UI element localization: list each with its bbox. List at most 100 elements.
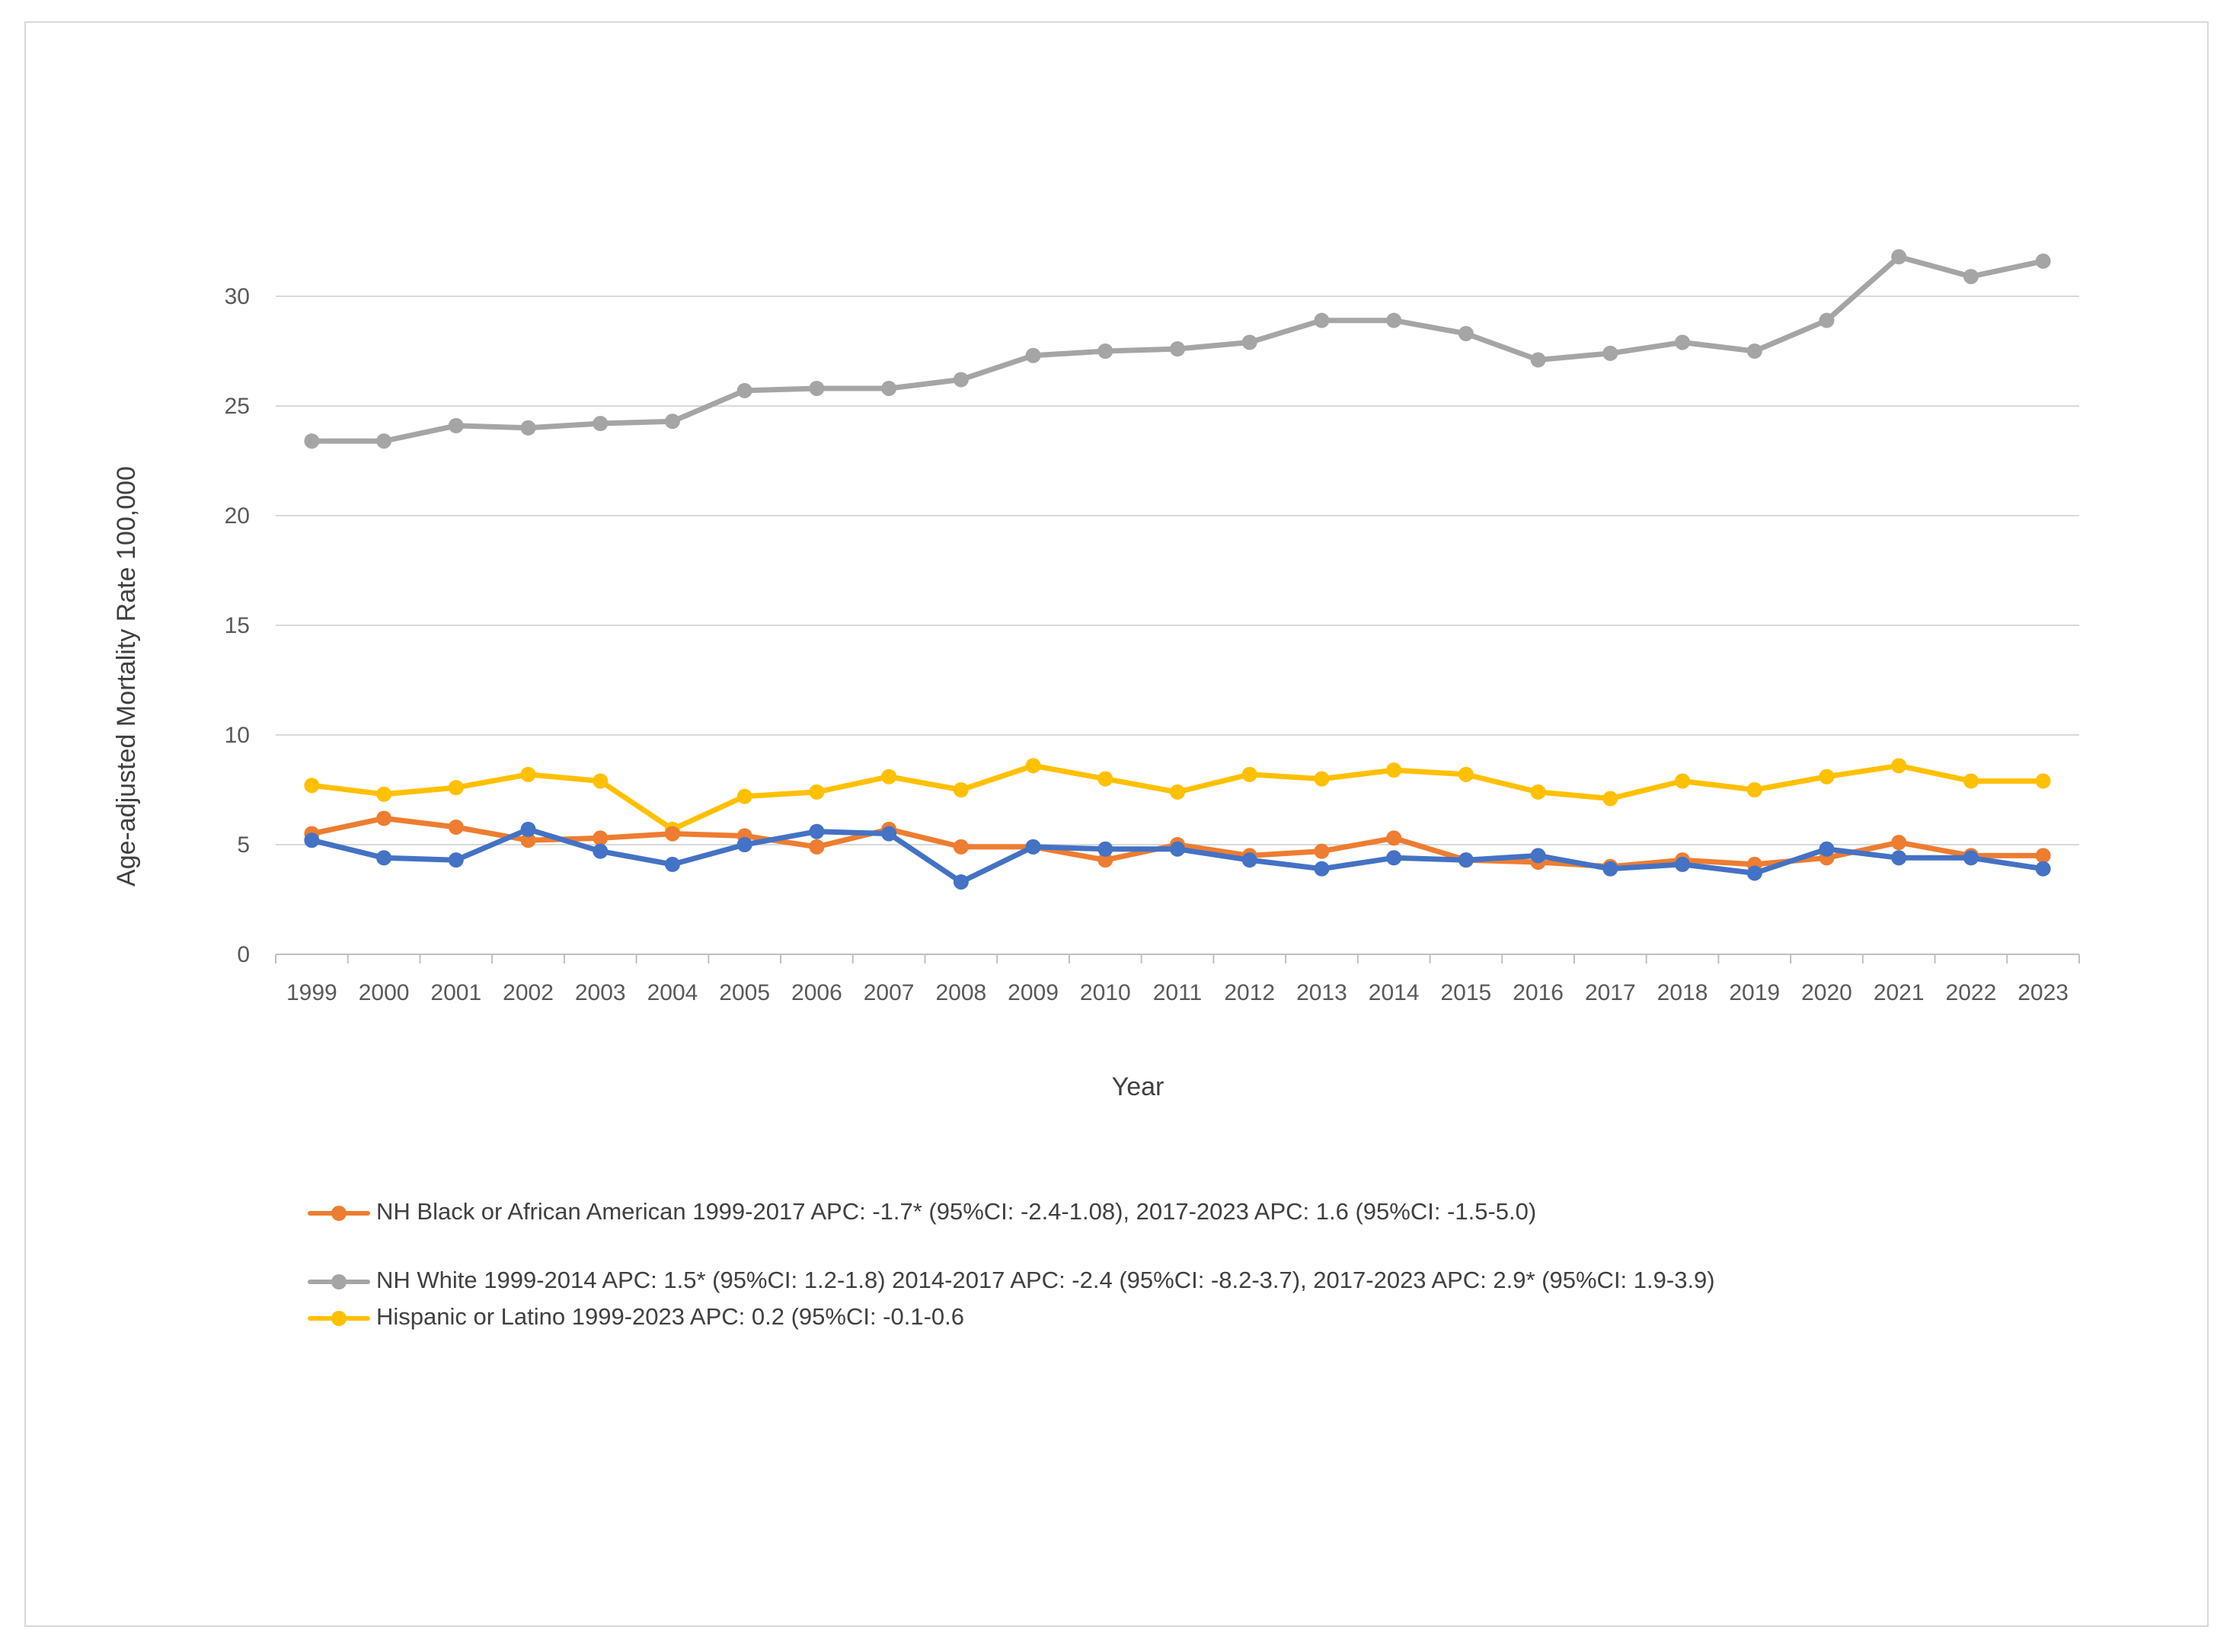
x-tick-label: 2011	[1153, 980, 1203, 1005]
data-point	[1386, 312, 1402, 328]
data-point	[1963, 850, 1979, 866]
y-tick-label: 30	[225, 284, 250, 309]
data-point	[736, 382, 752, 398]
x-axis: 1999 2000 2001 2002 2003 2004 2005 2006 2007 2008…	[275, 954, 2080, 1005]
data-point	[1819, 768, 1835, 784]
data-point	[1530, 848, 1546, 864]
data-point	[1170, 841, 1185, 857]
data-point	[448, 819, 464, 835]
data-point	[1746, 865, 1762, 881]
data-point	[1241, 852, 1257, 868]
data-point	[1602, 791, 1618, 807]
x-tick-label: 2018	[1657, 980, 1708, 1005]
data-point	[448, 852, 464, 868]
x-axis-title: Year	[1112, 1072, 1165, 1101]
y-axis-ticks: 0 5 10 15 20 25 30	[225, 284, 250, 967]
data-point	[881, 768, 897, 784]
data-point	[953, 372, 969, 388]
x-tick-label: 2001	[430, 980, 481, 1005]
data-point	[593, 773, 609, 789]
y-tick-label: 15	[225, 613, 250, 638]
x-tick-label: 2020	[1801, 980, 1852, 1005]
y-axis-title: Age-adjusted Mortality Rate 100,000	[112, 466, 141, 887]
data-point	[1746, 782, 1762, 797]
legend-swatch-hispanic	[308, 1311, 370, 1326]
x-tick-label: 2023	[2018, 980, 2069, 1005]
data-point	[664, 826, 680, 842]
x-tick-label: 2012	[1224, 980, 1275, 1005]
series-lines	[304, 249, 2051, 890]
data-point	[1314, 771, 1330, 787]
series-3	[304, 821, 2051, 890]
data-point	[1746, 344, 1762, 359]
data-point	[881, 380, 897, 396]
y-tick-label: 10	[225, 723, 250, 748]
data-point	[1025, 839, 1041, 855]
legend-swatch-nh-black	[308, 1206, 370, 1221]
x-tick-label: 2014	[1369, 980, 1420, 1005]
data-point	[1675, 773, 1691, 789]
data-point	[448, 780, 464, 796]
legend-item-hispanic: Hispanic or Latino 1999-2023 APC: 0.2 (9…	[308, 1301, 1800, 1333]
data-point	[1963, 269, 1979, 285]
x-tick-label: 2002	[503, 980, 554, 1005]
x-tick-label: 2015	[1441, 980, 1492, 1005]
data-point	[1675, 334, 1691, 350]
x-tick-label: 2017	[1585, 980, 1636, 1005]
series-0	[304, 249, 2051, 449]
y-tick-label: 25	[225, 394, 250, 419]
data-point	[1241, 334, 1257, 350]
data-point	[736, 837, 752, 852]
x-tick-label: 2022	[1946, 980, 1997, 1005]
data-point	[593, 843, 609, 859]
data-point	[1386, 762, 1402, 778]
legend-swatch-nh-white	[308, 1274, 370, 1289]
data-point	[1602, 345, 1618, 361]
y-tick-label: 5	[237, 832, 250, 858]
data-point	[1386, 830, 1402, 846]
data-point	[809, 380, 825, 396]
data-point	[1891, 758, 1907, 774]
data-point	[520, 832, 536, 848]
data-point	[304, 778, 320, 794]
data-point	[664, 856, 680, 872]
x-tick-label: 2007	[864, 980, 915, 1005]
data-point	[809, 784, 825, 800]
legend-item-nh-black: NH Black or African American 1999-2017 A…	[308, 1196, 1800, 1228]
data-point	[520, 420, 536, 436]
data-point	[953, 782, 969, 797]
data-point	[304, 832, 320, 848]
data-point	[1170, 784, 1185, 800]
data-point	[1963, 773, 1979, 789]
data-point	[448, 417, 464, 433]
legend-label-nh-black: NH Black or African American 1999-2017 A…	[376, 1198, 1537, 1225]
data-point	[520, 766, 536, 782]
data-point	[1530, 352, 1546, 368]
data-point	[376, 786, 392, 802]
x-tick-label: 2021	[1874, 980, 1925, 1005]
data-point	[593, 830, 609, 846]
data-point	[1097, 841, 1113, 857]
x-tick-label: 2008	[935, 980, 986, 1005]
data-point	[1819, 841, 1835, 857]
data-point	[304, 433, 320, 449]
data-point	[1314, 861, 1330, 877]
data-point	[736, 788, 752, 804]
x-tick-label: 2006	[791, 980, 842, 1005]
data-point	[1097, 852, 1113, 868]
data-point	[809, 839, 825, 855]
data-point	[2035, 848, 2051, 864]
data-point	[1025, 758, 1041, 774]
data-point	[376, 850, 392, 866]
data-point	[1458, 852, 1474, 868]
x-tick-label: 1999	[286, 980, 337, 1005]
x-tick-label: 2000	[359, 980, 410, 1005]
data-point	[953, 839, 969, 855]
data-point	[881, 826, 897, 842]
legend-label-hispanic: Hispanic or Latino 1999-2023 APC: 0.2 (9…	[376, 1303, 965, 1330]
series-1	[304, 758, 2051, 837]
data-point	[664, 414, 680, 430]
data-point	[1819, 312, 1835, 328]
data-point	[953, 874, 969, 890]
data-point	[2035, 773, 2051, 789]
